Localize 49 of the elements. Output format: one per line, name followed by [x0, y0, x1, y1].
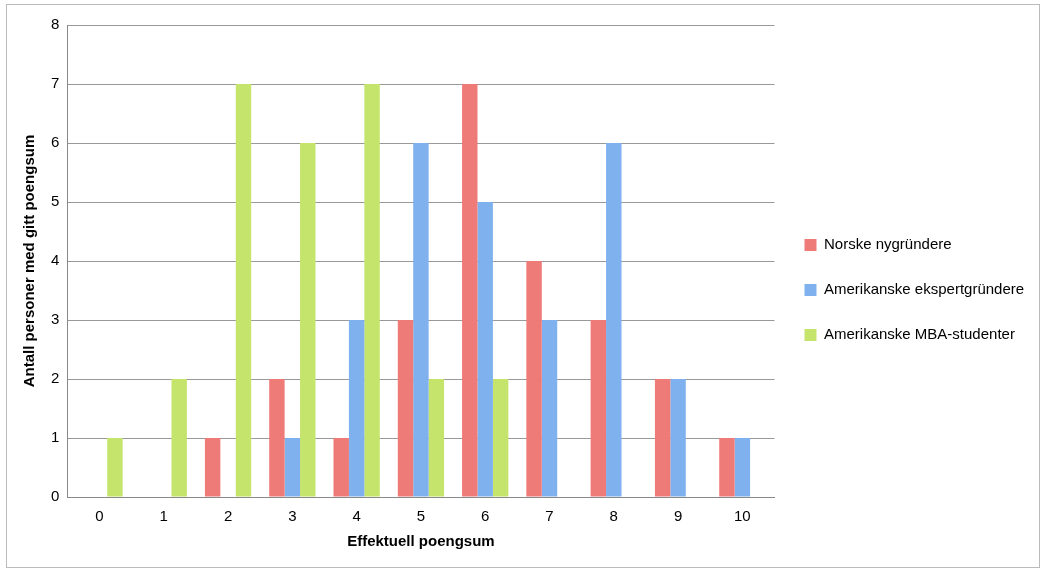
y-tick-label: 8	[51, 15, 60, 33]
bar	[269, 379, 285, 497]
x-tick-label: 6	[481, 507, 490, 525]
bar	[397, 320, 414, 497]
bar	[526, 261, 542, 497]
x-tick-label: 1	[159, 507, 168, 525]
bar	[477, 202, 493, 497]
bar	[107, 438, 123, 497]
bar	[606, 143, 622, 497]
y-tick-label: 0	[51, 487, 60, 505]
bar	[734, 438, 751, 497]
y-tick-label: 3	[51, 310, 60, 328]
x-tick-label: 4	[352, 507, 361, 525]
bar	[204, 438, 221, 497]
y-tick-label: 2	[51, 369, 60, 387]
x-tick-label: 7	[545, 507, 554, 525]
bar	[300, 143, 316, 497]
bar	[462, 84, 478, 497]
y-tick-label: 5	[51, 192, 60, 210]
x-tick-label: 9	[673, 507, 683, 525]
bar	[171, 379, 187, 497]
bar	[348, 320, 365, 497]
y-tick-label: 6	[51, 133, 60, 151]
bar	[333, 438, 349, 497]
y-axis-title: Antall personer med gitt poengsum	[20, 134, 38, 388]
bar	[428, 379, 445, 497]
y-tick-label: 4	[51, 251, 60, 269]
x-axis-title: Effektuell poengsum	[347, 532, 495, 550]
legend-label: Amerikanske MBA-studenter	[824, 325, 1015, 343]
bar	[364, 84, 380, 497]
x-tick-label: 8	[609, 507, 618, 525]
bar	[492, 379, 509, 497]
bar	[590, 320, 607, 497]
x-tick-label: 10	[734, 507, 751, 525]
bar	[719, 438, 735, 497]
x-tick-label: 5	[416, 507, 426, 525]
bar	[654, 379, 671, 497]
y-tick-label: 1	[51, 428, 60, 446]
x-tick-label: 0	[95, 507, 104, 525]
bar	[670, 379, 686, 497]
x-tick-label: 3	[288, 507, 297, 525]
bar	[284, 438, 301, 497]
legend-label: Norske nygründere	[824, 235, 952, 253]
y-tick-label: 7	[51, 74, 60, 92]
bar	[413, 143, 429, 497]
bar	[235, 84, 252, 497]
x-tick-label: 2	[223, 507, 233, 525]
legend-label: Amerikanske ekspertgründere	[824, 280, 1025, 298]
bar	[541, 320, 558, 497]
